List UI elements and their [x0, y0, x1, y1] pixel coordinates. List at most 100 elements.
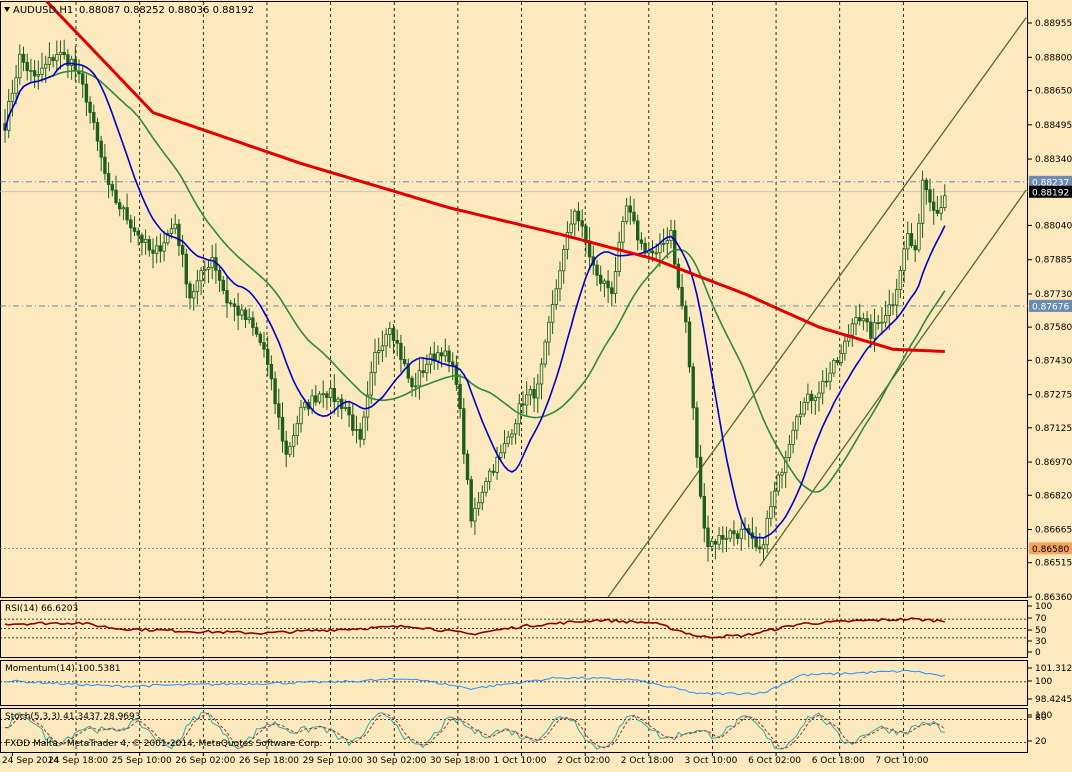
candle-body: [265, 348, 270, 365]
candle-body: [47, 57, 52, 65]
candle-body: [587, 241, 592, 258]
candle-body: [465, 453, 470, 481]
indicator-tick-label: 100: [1035, 677, 1052, 687]
candle-body: [332, 387, 336, 403]
candle-body: [610, 287, 614, 294]
candle-body: [92, 112, 96, 123]
candle-body: [254, 327, 259, 335]
candle-body: [380, 345, 385, 351]
candle-body: [310, 395, 314, 410]
candle-body: [491, 470, 496, 473]
indicator-tick-label: 100: [1035, 711, 1052, 721]
candle-body: [861, 318, 866, 322]
price-tick-label: 0.87125: [1035, 424, 1072, 434]
candle-body: [735, 533, 740, 539]
candle-body: [84, 83, 89, 103]
candle-body: [203, 269, 207, 272]
price-marker-box: [1029, 299, 1072, 312]
candle-body: [347, 406, 351, 416]
candle-body: [754, 538, 758, 548]
time-label: 24 Sep 18:00: [48, 756, 108, 766]
candle-body: [802, 402, 806, 415]
main-pane-frame: [0, 1, 1028, 598]
candle-body: [413, 385, 418, 388]
candle-body: [828, 372, 832, 382]
candle-body: [710, 541, 714, 547]
price-tick-label: 0.88340: [1035, 155, 1072, 165]
menu-triangle-icon[interactable]: [4, 7, 10, 12]
candle-body: [510, 433, 514, 438]
candle-body: [295, 423, 299, 436]
stoch-main-line: [4, 712, 945, 750]
pane-frames: [0, 1, 1028, 753]
candle-body: [924, 179, 928, 191]
candle-body: [210, 257, 214, 268]
candle-body: [813, 397, 817, 401]
candle-body: [809, 393, 814, 401]
candle-body: [528, 388, 533, 396]
candle-body: [880, 321, 884, 324]
candle-body: [499, 452, 503, 458]
price-marker-box: [1029, 175, 1072, 188]
price-tick-label: 0.88955: [1035, 19, 1072, 29]
candle-body: [624, 205, 629, 223]
momentum-title: Momentum(14) 100.5381: [5, 664, 121, 674]
stoch-title: Stoch(5,3,3) 41.3437 28.9693: [5, 712, 140, 722]
candle-body: [88, 101, 92, 113]
candle-body: [184, 253, 188, 285]
candle-body: [443, 350, 447, 357]
candle-body: [106, 173, 111, 185]
candle-body: [277, 403, 281, 418]
candle-body: [795, 416, 799, 431]
candle-body: [258, 333, 262, 343]
candle-body: [373, 352, 377, 374]
candle-body: [573, 210, 577, 225]
candle-body: [669, 230, 673, 242]
candle-body: [876, 322, 880, 325]
candle-body: [166, 233, 170, 244]
price-marker-label: 0.88192: [1032, 188, 1069, 198]
candle-body: [569, 223, 573, 233]
candle-body: [602, 280, 607, 284]
price-tick-label: 0.88495: [1035, 121, 1072, 131]
candle-body: [29, 70, 33, 72]
candle-body: [147, 239, 151, 251]
candle-body: [402, 359, 407, 365]
candle-body: [928, 189, 932, 203]
candle-body: [143, 239, 148, 243]
candle-body: [36, 74, 40, 77]
candle-body: [25, 61, 29, 72]
candle-body: [606, 280, 610, 289]
price-tick-label: 0.87430: [1035, 356, 1072, 366]
time-label: 2 Oct 02:00: [557, 756, 610, 766]
candle-body: [314, 395, 318, 403]
candle-body: [354, 428, 359, 431]
candle-body: [391, 327, 396, 341]
candle-body: [480, 491, 484, 504]
candle-body: [269, 364, 274, 380]
candle-body: [739, 528, 743, 539]
time-label: 6 Oct 02:00: [748, 756, 801, 766]
candle-body: [151, 249, 155, 254]
candle-body: [158, 245, 163, 252]
time-label: 30 Sep 02:00: [366, 756, 426, 766]
candle-body: [121, 207, 126, 210]
candle-body: [717, 535, 721, 545]
candle-body: [336, 398, 340, 403]
stoch-pane-frame: [0, 708, 1028, 753]
candle-body: [902, 248, 906, 271]
price-tick-label: 0.88040: [1035, 221, 1072, 231]
candle-body: [162, 242, 166, 252]
candle-body: [632, 211, 636, 222]
candle-body: [365, 394, 370, 418]
candle-body: [199, 270, 203, 282]
candle-body: [81, 73, 85, 85]
candle-body: [898, 270, 903, 291]
indicator-tick-label: 70: [1035, 614, 1047, 624]
candle-body: [225, 290, 229, 304]
candle-body: [532, 388, 536, 399]
time-label: 30 Sep 18:00: [430, 756, 490, 766]
candle-body: [273, 378, 277, 405]
